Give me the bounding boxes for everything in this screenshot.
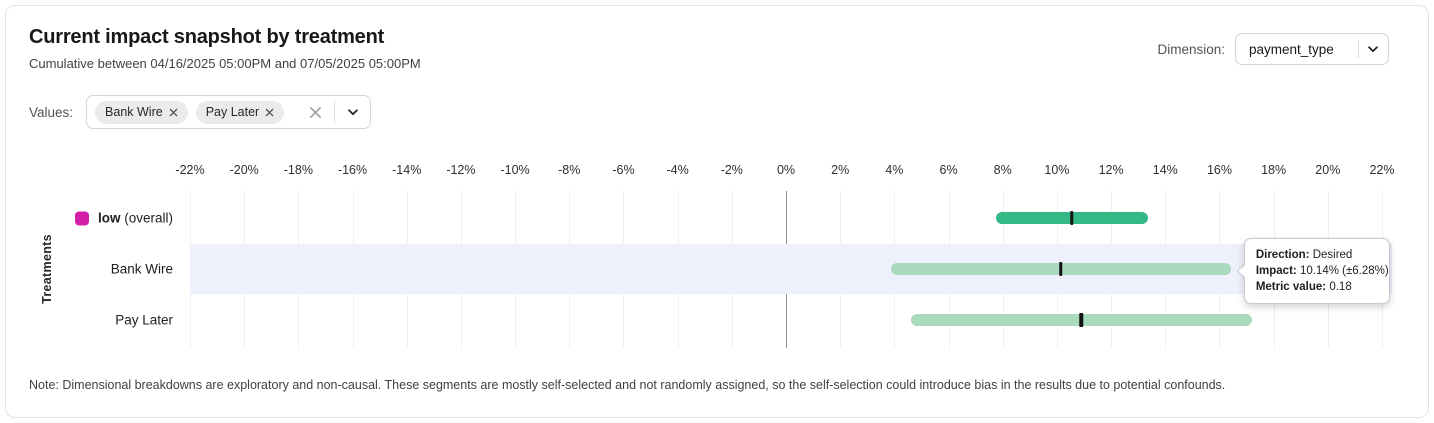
dimension-selected-value: payment_type: [1249, 41, 1334, 57]
axis-tick-label: 4%: [885, 163, 904, 177]
axis-tick-label: 16%: [1206, 163, 1232, 177]
tooltip-metric-value: 0.18: [1329, 281, 1352, 293]
axis-tick-label: -18%: [283, 163, 313, 177]
page-title: Current impact snapshot by treatment: [29, 26, 385, 48]
tooltip-direction-label: Direction:: [1255, 249, 1310, 261]
tooltip-direction-value: Desired: [1312, 249, 1353, 261]
chip-remove-icon[interactable]: [265, 108, 274, 117]
axis-tick-label: -4%: [666, 163, 689, 177]
chip-remove-icon[interactable]: [169, 108, 178, 117]
dimension-control: Dimension: payment_type: [1157, 33, 1389, 65]
value-chip-bank-wire[interactable]: Bank Wire: [95, 100, 188, 124]
tooltip: Direction: Desired Impact: 10.14% (±6.28…: [1236, 238, 1390, 304]
values-multiselect[interactable]: Bank Wire Pay Later: [86, 95, 372, 129]
chevron-down-icon: [1366, 42, 1380, 56]
axis-tick-label: -20%: [229, 163, 259, 177]
axis-tick-label: 20%: [1315, 163, 1341, 177]
axis-tick-label: -6%: [612, 163, 635, 177]
axis-tick-label: -10%: [500, 163, 530, 177]
axis-tick-label: 2%: [831, 163, 850, 177]
row-labels-column: low (overall) Bank Wire Pay Later: [6, 191, 173, 348]
values-filter-row: Values: Bank Wire Pay Later: [29, 95, 372, 129]
tooltip-impact-line: Impact: 10.14% (±6.28%): [1255, 263, 1389, 279]
plot-area: [190, 191, 1392, 348]
x-axis: -22% -20% -18% -16% -14% -12% -10% -8% -6% -4% -2%…: [175, 163, 1394, 179]
treatment-legend-swatch: [74, 211, 89, 225]
values-label: Values:: [29, 104, 74, 120]
axis-tick-label: 22%: [1369, 163, 1395, 177]
axis-tick-label: 14%: [1152, 163, 1178, 177]
dimension-label: Dimension:: [1157, 41, 1225, 57]
impact-point-marker: [1079, 313, 1084, 327]
axis-tick-label: -14%: [392, 163, 422, 177]
axis-tick-label: -2%: [720, 163, 743, 177]
axis-tick-label: 8%: [993, 163, 1012, 177]
axis-tick-label: 12%: [1098, 163, 1124, 177]
row-label: low (overall): [74, 211, 173, 226]
tooltip-impact-value: 10.14% (±6.28%): [1299, 265, 1389, 277]
chip-label: Pay Later: [205, 105, 260, 119]
axis-tick-label: -8%: [558, 163, 581, 177]
impact-range-chart: Treatments -22% -20% -18% -16% -14% -12% -10% -…: [6, 158, 1428, 374]
tooltip-impact-label: Impact:: [1255, 265, 1297, 277]
exploratory-note: Note: Dimensional breakdowns are explora…: [29, 378, 1226, 392]
axis-tick-label: 6%: [939, 163, 958, 177]
axis-tick-label: -12%: [446, 163, 476, 177]
values-box-divider: [334, 101, 336, 123]
impact-point-marker: [1070, 211, 1074, 225]
chevron-down-icon[interactable]: [346, 105, 360, 119]
axis-tick-label: -22%: [175, 163, 205, 177]
dimension-select[interactable]: payment_type: [1235, 33, 1389, 65]
impact-point-marker: [1058, 262, 1063, 276]
axis-tick-label: 18%: [1261, 163, 1287, 177]
tooltip-metric-label: Metric value:: [1255, 281, 1327, 293]
select-divider: [1358, 40, 1359, 58]
axis-tick-label: 10%: [1044, 163, 1070, 177]
tooltip-direction-line: Direction: Desired: [1256, 247, 1378, 263]
axis-tick-label: 0%: [776, 163, 796, 177]
row-label: Pay Later: [115, 312, 173, 328]
impact-snapshot-card: Current impact snapshot by treatment Cum…: [5, 5, 1429, 418]
tooltip-metric-line: Metric value: 0.18: [1256, 279, 1378, 295]
clear-values-icon[interactable]: [308, 105, 323, 120]
date-range-subtitle: Cumulative between 04/16/2025 05:00PM an…: [29, 56, 421, 71]
chip-label: Bank Wire: [105, 105, 163, 119]
row-label: Bank Wire: [110, 261, 173, 277]
axis-tick-label: -16%: [337, 163, 368, 177]
value-chip-pay-later[interactable]: Pay Later: [195, 100, 285, 124]
